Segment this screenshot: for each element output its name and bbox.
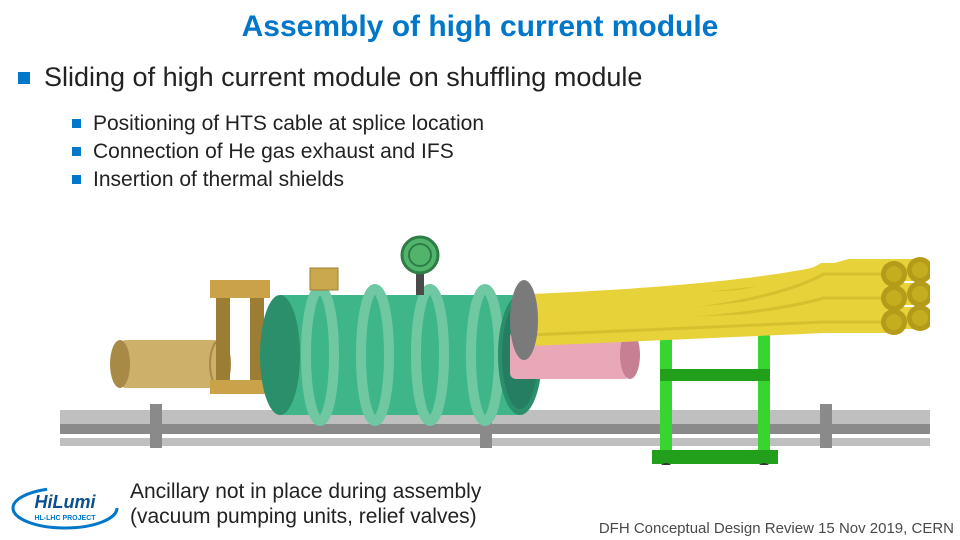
ancillary-note: Ancillary not in place during assembly (… — [130, 479, 481, 529]
bullet-square-icon — [18, 72, 30, 84]
sub-bullet-text: Connection of He gas exhaust and IFS — [93, 140, 454, 164]
hilumi-logo: HiLumi HL-LHC PROJECT — [10, 484, 120, 532]
bullet-square-icon — [72, 119, 81, 128]
note-line-2: (vacuum pumping units, relief valves) — [130, 505, 477, 528]
svg-text:HL-LHC PROJECT: HL-LHC PROJECT — [34, 515, 96, 522]
list-item: Positioning of HTS cable at splice locat… — [72, 112, 484, 136]
note-line-1: Ancillary not in place during assembly — [130, 480, 481, 503]
svg-text:HiLumi: HiLumi — [35, 492, 97, 512]
bullet-square-icon — [72, 147, 81, 156]
sub-bullet-text: Insertion of thermal shields — [93, 168, 344, 192]
sub-bullet-list: Positioning of HTS cable at splice locat… — [72, 112, 484, 196]
main-bullet-text: Sliding of high current module on shuffl… — [44, 62, 642, 93]
main-bullet: Sliding of high current module on shuffl… — [18, 62, 642, 93]
slide-title: Assembly of high current module — [0, 10, 960, 44]
bullet-square-icon — [72, 175, 81, 184]
list-item: Connection of He gas exhaust and IFS — [72, 140, 484, 164]
sub-bullet-text: Positioning of HTS cable at splice locat… — [93, 112, 484, 136]
footer-text: DFH Conceptual Design Review 15 Nov 2019… — [599, 520, 954, 537]
list-item: Insertion of thermal shields — [72, 168, 484, 192]
assembly-diagram — [60, 210, 930, 465]
